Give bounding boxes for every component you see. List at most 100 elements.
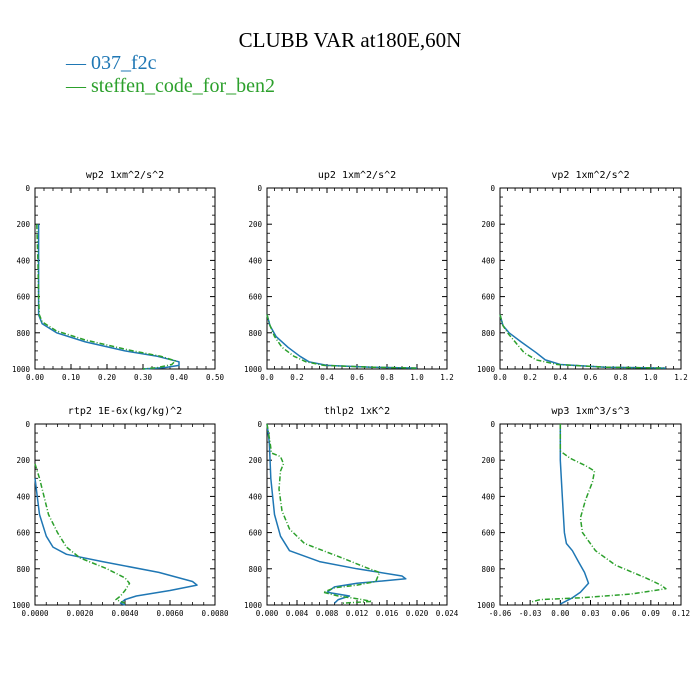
x-tick-label: 0.004 xyxy=(286,609,309,618)
y-tick-label: 1000 xyxy=(244,601,263,610)
y-tick-label: 400 xyxy=(248,256,262,265)
y-tick-label: 1000 xyxy=(477,365,496,374)
x-tick-label: 0.016 xyxy=(376,609,399,618)
x-tick-label: -0.06 xyxy=(489,609,512,618)
plot-frame xyxy=(266,423,448,606)
x-tick-label: 0.8 xyxy=(380,373,394,382)
x-tick-label: 0.20 xyxy=(98,373,117,382)
panel-title: wp2 1xm^2/s^2 xyxy=(86,170,164,181)
x-tick-label: 0.0040 xyxy=(111,609,139,618)
y-tick-label: 800 xyxy=(481,329,495,338)
x-tick-label: 0.10 xyxy=(62,373,81,382)
y-tick-label: 1000 xyxy=(12,601,31,610)
series-line-2 xyxy=(36,224,177,370)
y-tick-label: 1000 xyxy=(12,365,31,374)
x-tick-label: 0.00 xyxy=(26,373,45,382)
x-tick-label: 0.2 xyxy=(290,373,304,382)
legend-item-1: — 037_f2c xyxy=(66,52,275,75)
y-tick-label: 400 xyxy=(16,492,30,501)
y-tick-label: 600 xyxy=(16,293,30,302)
x-tick-label: 0.00 xyxy=(551,609,570,618)
x-tick-label: 0.40 xyxy=(170,373,189,382)
x-tick-label: 0.0000 xyxy=(21,609,49,618)
x-tick-label: 0.09 xyxy=(642,609,660,618)
y-tick-label: 1000 xyxy=(477,601,496,610)
plot-frame xyxy=(499,423,682,606)
x-tick-label: 0.06 xyxy=(612,609,631,618)
x-tick-label: 0.12 xyxy=(672,609,690,618)
y-tick-label: 400 xyxy=(248,492,262,501)
chart-panel-2: up2 1xm^2/s^2 0.0 0.2 0.4 0.6 0.8 1.0 1.2 0 200 40… xyxy=(244,170,454,382)
y-tick-label: 0 xyxy=(25,420,30,429)
y-tick-label: 0 xyxy=(25,184,30,193)
x-tick-label: 0.0020 xyxy=(66,609,94,618)
x-tick-label: 0.03 xyxy=(581,609,599,618)
x-tick-label: 0.000 xyxy=(256,609,279,618)
x-tick-label: 0.0 xyxy=(260,373,274,382)
series-line-2 xyxy=(530,424,667,604)
panel-title: vp2 1xm^2/s^2 xyxy=(551,170,629,181)
panel-title: wp3 1xm^3/s^3 xyxy=(551,406,629,417)
chart-panel-4: rtp2 1E-6x(kg/kg)^2 0.0000 0.0020 0.0040 0.0… xyxy=(12,406,229,618)
y-tick-label: 200 xyxy=(248,220,262,229)
x-tick-label: 0.30 xyxy=(134,373,153,382)
x-tick-label: 0.012 xyxy=(346,609,369,618)
x-tick-label: 0.008 xyxy=(316,609,339,618)
chart-panel-3: vp2 1xm^2/s^2 0.0 0.2 0.4 0.6 0.8 1.0 1.2 0 200 40… xyxy=(477,170,688,382)
x-tick-label: 0.6 xyxy=(350,373,364,382)
y-tick-label: 800 xyxy=(248,329,262,338)
y-tick-label: 600 xyxy=(16,529,30,538)
panel-title: thlp2 1xK^2 xyxy=(324,406,390,417)
y-tick-label: 0 xyxy=(257,420,262,429)
y-tick-label: 800 xyxy=(16,565,30,574)
plot-frame xyxy=(266,187,448,370)
series-line-2 xyxy=(266,314,418,369)
x-tick-label: 0.020 xyxy=(406,609,429,618)
x-tick-label: 0.8 xyxy=(614,373,628,382)
series-line-2 xyxy=(34,463,131,604)
y-tick-label: 200 xyxy=(481,456,495,465)
chart-panel-1: wp2 1xm^2/s^2 0.00 0.10 0.20 0.30 0.40 0.50 0 20… xyxy=(12,170,225,382)
legend-label-1: 037_f2c xyxy=(91,52,157,74)
y-tick-label: 800 xyxy=(16,329,30,338)
chart-panel-6: wp3 1xm^3/s^3 -0.06 -0.03 0.00 0.03 0.06 0.09 0… xyxy=(477,406,690,618)
y-tick-label: 600 xyxy=(248,529,262,538)
x-tick-label: 1.2 xyxy=(674,373,688,382)
panel-title: up2 1xm^2/s^2 xyxy=(318,170,396,181)
series-line-1 xyxy=(499,314,666,369)
y-tick-label: 200 xyxy=(481,220,495,229)
legend-label-2: steffen_code_for_ben2 xyxy=(91,75,276,97)
x-tick-label: 0.6 xyxy=(584,373,598,382)
y-tick-label: 600 xyxy=(248,293,262,302)
y-tick-label: 0 xyxy=(490,184,495,193)
x-tick-label: 0.4 xyxy=(320,373,334,382)
legend: — 037_f2c — steffen_code_for_ben2 xyxy=(66,52,275,98)
y-tick-label: 600 xyxy=(481,529,495,538)
plot-frame xyxy=(34,423,216,606)
series-line-2 xyxy=(266,423,381,604)
x-tick-label: 0.024 xyxy=(436,609,459,618)
y-tick-label: 1000 xyxy=(244,365,263,374)
series-line-1 xyxy=(37,224,180,370)
x-tick-label: 0.0 xyxy=(493,373,507,382)
plot-frame xyxy=(34,187,216,370)
plot-frame xyxy=(499,187,682,370)
y-tick-label: 200 xyxy=(248,456,262,465)
panel-title: rtp2 1E-6x(kg/kg)^2 xyxy=(68,406,182,417)
legend-line-1: — xyxy=(66,52,86,74)
y-tick-label: 200 xyxy=(16,220,30,229)
series-line-1 xyxy=(34,478,198,606)
y-tick-label: 0 xyxy=(490,420,495,429)
chart-panel-5: thlp2 1xK^2 0.000 0.004 0.008 0.012 0.016 0.02… xyxy=(244,406,459,618)
series-line-1 xyxy=(266,314,418,369)
x-tick-label: 1.2 xyxy=(440,373,454,382)
y-tick-label: 400 xyxy=(16,256,30,265)
x-tick-label: 0.50 xyxy=(206,373,225,382)
x-tick-label: 0.0080 xyxy=(201,609,229,618)
y-tick-label: 800 xyxy=(248,565,262,574)
series-line-1 xyxy=(266,423,407,604)
y-tick-label: 400 xyxy=(481,256,495,265)
x-tick-label: 1.0 xyxy=(410,373,424,382)
